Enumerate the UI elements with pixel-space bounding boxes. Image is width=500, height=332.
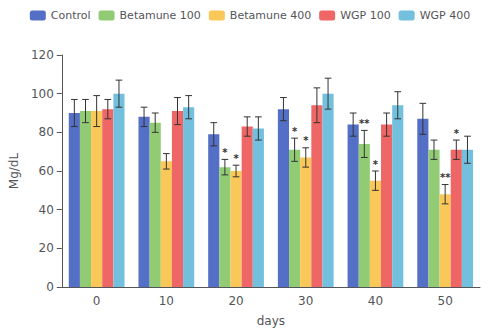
svg-text:0: 0 [93, 294, 101, 308]
svg-text:*: * [373, 159, 379, 170]
svg-text:*: * [233, 153, 239, 164]
svg-text:Control: Control [51, 9, 91, 22]
svg-text:50: 50 [438, 294, 453, 308]
svg-text:20: 20 [228, 294, 243, 308]
svg-text:120: 120 [31, 48, 54, 62]
svg-text:100: 100 [31, 87, 54, 101]
svg-text:80: 80 [39, 125, 54, 139]
svg-text:30: 30 [298, 294, 313, 308]
svg-text:*: * [292, 126, 298, 137]
svg-text:days: days [257, 314, 285, 328]
svg-text:Betamune 100: Betamune 100 [120, 9, 201, 22]
svg-text:10: 10 [159, 294, 174, 308]
svg-text:WGP 400: WGP 400 [420, 9, 471, 22]
svg-text:*: * [454, 128, 460, 139]
svg-text:40: 40 [368, 294, 383, 308]
svg-text:*: * [222, 147, 228, 158]
svg-text:WGP 100: WGP 100 [340, 9, 391, 22]
svg-text:60: 60 [39, 164, 54, 178]
svg-text:Mg/dL: Mg/dL [7, 153, 21, 190]
svg-text:Betamune 400: Betamune 400 [230, 9, 311, 22]
svg-text:**: ** [359, 118, 370, 129]
svg-text:40: 40 [39, 203, 54, 217]
svg-text:**: ** [440, 172, 451, 183]
svg-text:20: 20 [39, 241, 54, 255]
svg-text:*: * [303, 135, 309, 146]
svg-text:0: 0 [46, 280, 54, 294]
